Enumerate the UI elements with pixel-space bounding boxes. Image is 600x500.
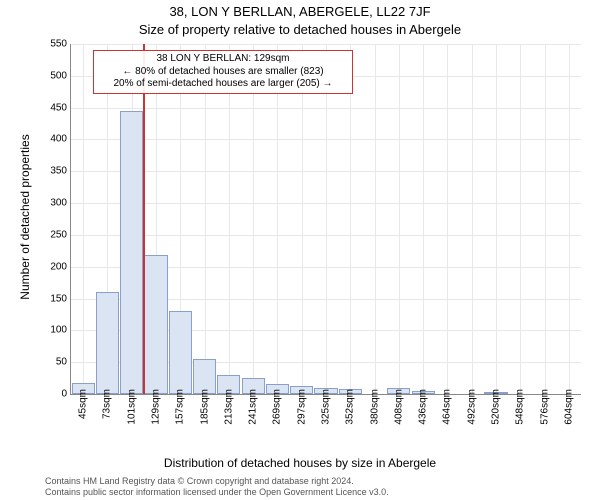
x-tick-label: 352sqm	[345, 389, 356, 425]
x-axis-label: Distribution of detached houses by size …	[0, 456, 600, 470]
page-title-1: 38, LON Y BERLLAN, ABERGELE, LL22 7JF	[0, 4, 600, 19]
x-tick-label: 185sqm	[199, 389, 210, 425]
y-tick-label: 150	[41, 293, 67, 304]
x-tick-label: 380sqm	[369, 389, 380, 425]
bar	[96, 292, 119, 394]
gridline-v	[447, 44, 448, 394]
bar	[120, 111, 143, 394]
x-tick-label: 269sqm	[272, 389, 283, 425]
y-tick-label: 450	[41, 102, 67, 113]
y-tick-label: 200	[41, 261, 67, 272]
x-tick-label: 73sqm	[102, 389, 113, 419]
x-tick-label: 464sqm	[442, 389, 453, 425]
gridline-v	[350, 44, 351, 394]
attribution: Contains HM Land Registry data © Crown c…	[45, 476, 590, 498]
x-tick-label: 492sqm	[466, 389, 477, 425]
x-tick-label: 101sqm	[126, 389, 137, 425]
y-tick-label: 500	[41, 70, 67, 81]
gridline-v	[545, 44, 546, 394]
x-tick-label: 576sqm	[539, 389, 550, 425]
bar	[144, 255, 167, 394]
annotation-line2: ← 80% of detached houses are smaller (82…	[98, 66, 348, 79]
y-tick-label: 550	[41, 39, 67, 50]
gridline-v	[277, 44, 278, 394]
annotation-line1: 38 LON Y BERLLAN: 129sqm	[98, 53, 348, 66]
x-tick-label: 520sqm	[491, 389, 502, 425]
chart-plot-area: 05010015020025030035040045050055045sqm73…	[70, 44, 581, 395]
gridline-v	[326, 44, 327, 394]
gridline-v	[472, 44, 473, 394]
gridline-v	[496, 44, 497, 394]
bar	[169, 311, 192, 394]
x-tick-label: 297sqm	[296, 389, 307, 425]
x-tick-label: 213sqm	[223, 389, 234, 425]
x-tick-label: 129sqm	[151, 389, 162, 425]
x-tick-label: 436sqm	[418, 389, 429, 425]
annotation-line3: 20% of semi-detached houses are larger (…	[98, 78, 348, 91]
y-axis-label: Number of detached properties	[18, 52, 32, 382]
x-tick-label: 45sqm	[78, 389, 89, 419]
marker-annotation: 38 LON Y BERLLAN: 129sqm ← 80% of detach…	[93, 50, 353, 94]
attribution-line2: Contains public sector information licen…	[45, 487, 590, 498]
gridline-v	[229, 44, 230, 394]
gridline-v	[83, 44, 84, 394]
x-tick-label: 408sqm	[393, 389, 404, 425]
x-tick-label: 604sqm	[563, 389, 574, 425]
gridline-v	[399, 44, 400, 394]
y-tick-label: 350	[41, 166, 67, 177]
y-tick-label: 400	[41, 134, 67, 145]
y-tick-label: 250	[41, 229, 67, 240]
gridline-v	[302, 44, 303, 394]
y-tick-label: 0	[41, 389, 67, 400]
gridline-v	[423, 44, 424, 394]
gridline-v	[375, 44, 376, 394]
gridline-v	[253, 44, 254, 394]
x-tick-label: 548sqm	[515, 389, 526, 425]
x-tick-label: 157sqm	[175, 389, 186, 425]
y-tick-label: 100	[41, 325, 67, 336]
x-tick-label: 241sqm	[248, 389, 259, 425]
x-tick-label: 325sqm	[321, 389, 332, 425]
gridline-v	[569, 44, 570, 394]
page-title-2: Size of property relative to detached ho…	[0, 22, 600, 37]
attribution-line1: Contains HM Land Registry data © Crown c…	[45, 476, 590, 487]
marker-line	[143, 44, 145, 394]
gridline-v	[205, 44, 206, 394]
y-tick-label: 300	[41, 198, 67, 209]
gridline-v	[520, 44, 521, 394]
y-tick-label: 50	[41, 357, 67, 368]
